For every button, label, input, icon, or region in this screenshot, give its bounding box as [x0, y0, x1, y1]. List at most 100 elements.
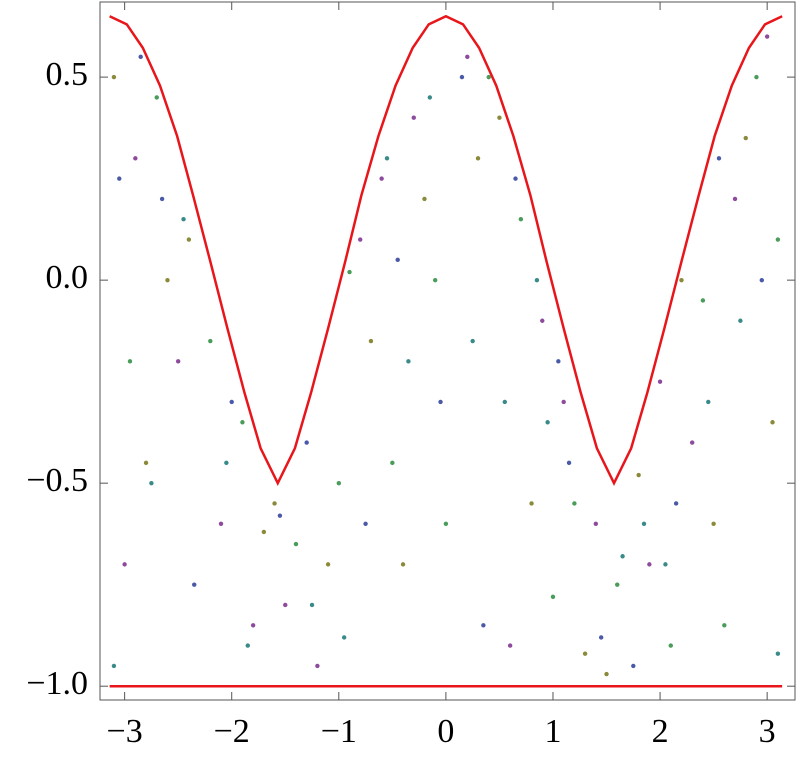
point: [689, 440, 695, 445]
point: [572, 501, 577, 506]
point: [117, 176, 122, 181]
point: [208, 338, 213, 344]
point: [507, 643, 513, 648]
point: [764, 34, 770, 39]
point: [604, 671, 609, 677]
point: [673, 501, 679, 506]
point: [513, 176, 518, 181]
point: [743, 135, 748, 141]
point: [384, 156, 390, 161]
point: [679, 277, 684, 283]
point: [309, 602, 315, 608]
point: [545, 420, 550, 425]
point: [422, 196, 427, 202]
point: [631, 663, 636, 669]
x-tick-label: 0: [437, 713, 454, 750]
point: [620, 554, 625, 559]
point: [432, 277, 438, 283]
point: [293, 541, 299, 547]
x-tick-label: −1: [321, 713, 357, 750]
point: [336, 480, 342, 486]
x-tick-label: 3: [759, 713, 776, 750]
point: [647, 562, 652, 567]
point: [245, 643, 250, 648]
point: [465, 54, 470, 60]
point: [186, 237, 192, 242]
point: [556, 359, 561, 364]
point: [770, 420, 775, 425]
point: [582, 651, 588, 656]
point: [598, 635, 604, 640]
point: [218, 521, 224, 526]
point: [325, 562, 331, 567]
point: [593, 521, 599, 526]
point: [754, 74, 759, 80]
x-tick-label: −3: [107, 713, 143, 750]
point: [636, 472, 641, 478]
point: [540, 318, 545, 323]
point: [700, 298, 706, 303]
point: [395, 257, 400, 263]
point: [154, 95, 159, 100]
point: [566, 460, 572, 466]
plot-frame: [99, 1, 796, 701]
y-tick-label: 0.5: [46, 56, 89, 93]
x-tick-label: 1: [544, 713, 561, 750]
point: [111, 663, 117, 669]
point: [261, 529, 267, 535]
point: [486, 74, 491, 80]
point: [390, 460, 395, 466]
x-tick-label: −2: [214, 713, 250, 750]
point: [529, 501, 534, 506]
point: [240, 420, 245, 425]
y-tick-label: −1.0: [26, 665, 88, 702]
point: [459, 74, 465, 80]
point: [224, 460, 229, 466]
point: [283, 602, 288, 608]
point: [615, 582, 620, 587]
point: [497, 115, 502, 120]
point: [277, 513, 283, 518]
point: [127, 359, 133, 364]
point: [143, 460, 149, 466]
point: [475, 156, 481, 161]
point: [738, 318, 743, 323]
point: [347, 269, 352, 275]
point: [534, 277, 540, 283]
point: [706, 399, 711, 405]
point: [518, 217, 524, 222]
point: [411, 115, 416, 120]
point: [711, 521, 716, 526]
boundary-curve: [109, 14, 783, 487]
point: [775, 237, 781, 242]
point: [427, 95, 433, 100]
x-tick-label: 2: [652, 713, 669, 750]
point: [502, 399, 507, 405]
point: [663, 562, 668, 567]
point: [759, 277, 765, 283]
point: [149, 480, 154, 486]
point: [341, 635, 347, 640]
point: [165, 277, 170, 283]
point: [315, 663, 320, 669]
point: [641, 521, 647, 526]
point: [657, 379, 663, 384]
point: [379, 176, 384, 181]
point: [470, 338, 475, 344]
point: [406, 359, 411, 364]
point: [133, 156, 138, 161]
point: [561, 399, 566, 405]
point: [304, 440, 309, 445]
point: [722, 623, 727, 628]
point: [250, 623, 256, 628]
point: [716, 156, 722, 161]
point: [550, 594, 556, 600]
point: [668, 643, 673, 648]
point: [229, 399, 234, 405]
point: [159, 196, 165, 202]
point: [138, 54, 143, 60]
point: [368, 338, 374, 344]
point: [122, 562, 127, 567]
